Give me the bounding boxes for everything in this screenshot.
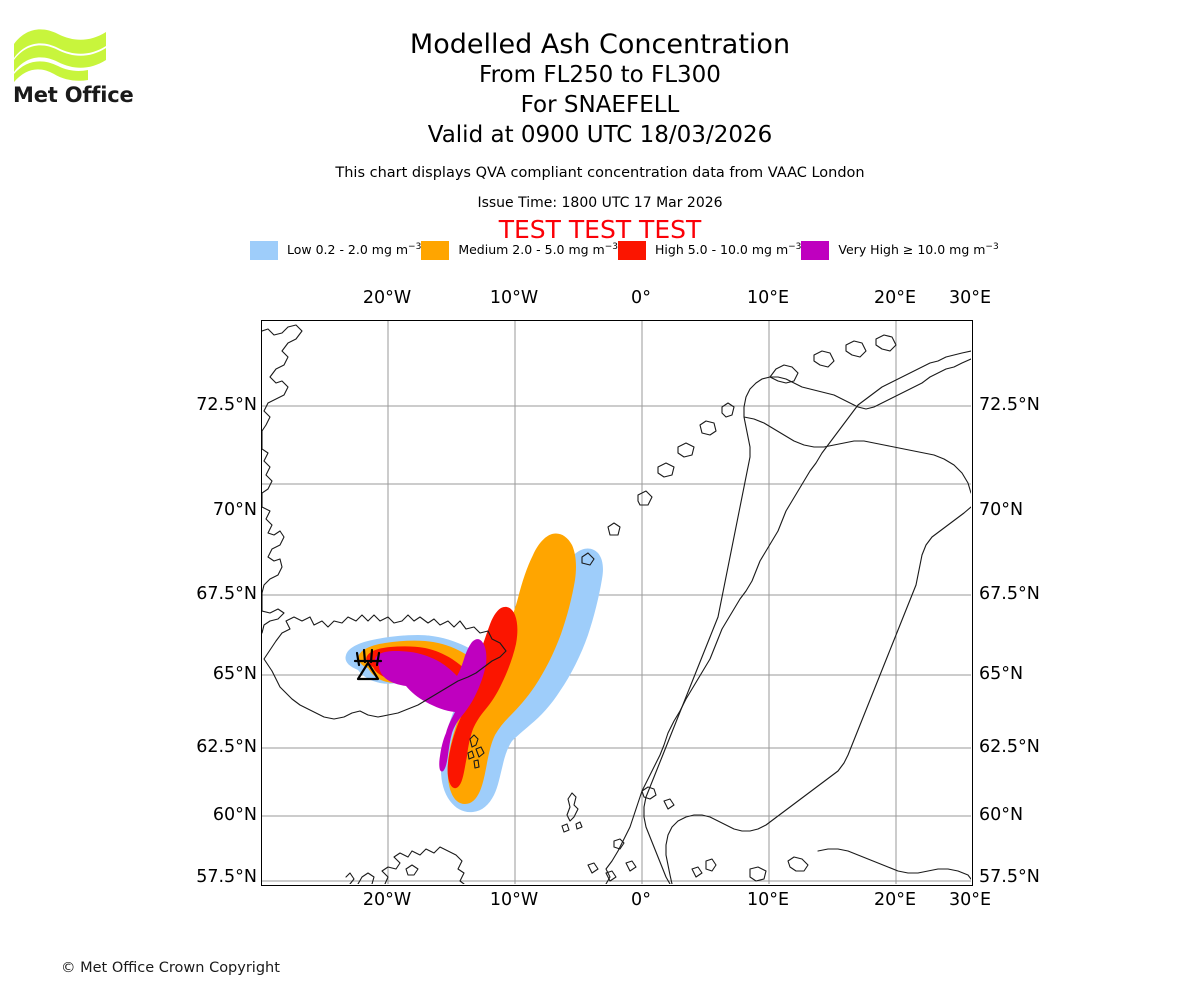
coastline-scandinavia — [581, 334, 971, 884]
legend-label-medium-exp: −3 — [604, 242, 619, 253]
legend-item-low: Low 0.2 - 2.0 mg m−3 — [250, 239, 421, 261]
lon-tick-bottom-4: 20°E — [873, 890, 917, 910]
legend-swatch-high — [618, 240, 647, 260]
legend-label-very-high-text: Very High ≥ 10.0 mg m — [838, 242, 986, 258]
met-office-logo: Met Office — [12, 22, 212, 107]
lon-tick-top-5: 30°E — [948, 288, 992, 308]
lat-tick-right-2: 67.5°N — [979, 584, 1040, 604]
lat-tick-right-4: 62.5°N — [979, 737, 1040, 757]
legend-label-medium-text: Medium 2.0 - 5.0 mg m — [458, 242, 605, 258]
lat-tick-right-5: 60°N — [979, 805, 1024, 825]
legend-label-very-high-exp: −3 — [985, 242, 999, 253]
lat-tick-right-3: 65°N — [979, 664, 1024, 684]
lat-tick-left-5: 60°N — [212, 805, 257, 825]
qva-note: This chart displays QVA compliant concen… — [335, 165, 865, 181]
issue-time: Issue Time: 1800 UTC 17 Mar 2026 — [477, 195, 723, 211]
lon-tick-top-1: 10°W — [489, 288, 539, 308]
lat-tick-left-1: 70°N — [212, 500, 257, 520]
ash-plume-contours — [345, 533, 603, 813]
lat-tick-left-2: 67.5°N — [196, 584, 257, 604]
legend-swatch-low — [250, 240, 278, 260]
legend-label-low: Low 0.2 - 2.0 mg m−3 — [287, 242, 421, 257]
lat-tick-right-6: 57.5°N — [979, 867, 1040, 887]
lat-tick-right-0: 72.5°N — [979, 395, 1040, 415]
lon-tick-bottom-3: 10°E — [746, 890, 790, 910]
lon-tick-top-0: 20°W — [362, 288, 412, 308]
coastline-shetland — [561, 792, 583, 833]
legend-swatch-very-high — [801, 240, 830, 260]
ash-concentration-map[interactable]: 20°W 10°W 0° 10°E 20°E 30°E 20°W 10°W 0°… — [196, 288, 1040, 910]
lon-tick-bottom-1: 10°W — [489, 890, 539, 910]
legend-label-high: High 5.0 - 10.0 mg m−3 — [655, 242, 801, 257]
lat-tick-left-3: 65°N — [212, 664, 257, 684]
lon-tick-bottom-2: 0° — [631, 890, 651, 910]
lon-tick-bottom-0: 20°W — [362, 890, 412, 910]
map-frame — [261, 320, 973, 886]
met-office-waves-icon — [14, 29, 106, 82]
valid-time-subtitle: Valid at 0900 UTC 18/03/2026 — [427, 122, 773, 148]
lat-tick-right-1: 70°N — [979, 500, 1024, 520]
lat-tick-left-0: 72.5°N — [196, 395, 257, 415]
legend-label-high-exp: −3 — [788, 242, 802, 253]
coastline-britain — [345, 846, 465, 884]
lat-tick-left-6: 57.5°N — [196, 867, 257, 887]
volcano-icon — [353, 648, 383, 681]
legend-item-high: High 5.0 - 10.0 mg m−3 — [618, 239, 801, 261]
ash-contour-very-high — [375, 639, 487, 772]
lon-tick-top-3: 10°E — [746, 288, 790, 308]
legend-item-very-high: Very High ≥ 10.0 mg m−3 — [801, 239, 999, 261]
legend-label-high-text: High 5.0 - 10.0 mg m — [655, 242, 789, 258]
lon-tick-top-2: 0° — [631, 288, 651, 308]
legend-label-very-high: Very High ≥ 10.0 mg m−3 — [838, 242, 998, 257]
lon-tick-bottom-5: 30°E — [948, 890, 992, 910]
coastline-iceland — [263, 614, 507, 720]
legend-swatch-medium — [421, 240, 450, 260]
lon-tick-top-4: 20°E — [873, 288, 917, 308]
lat-tick-left-4: 62.5°N — [196, 737, 257, 757]
legend-label-low-text: Low 0.2 - 2.0 mg m — [287, 242, 409, 258]
copyright-notice: © Met Office Crown Copyright — [61, 960, 280, 976]
concentration-legend: Low 0.2 - 2.0 mg m−3 Medium 2.0 - 5.0 mg… — [250, 239, 999, 261]
legend-label-low-exp: −3 — [408, 242, 422, 253]
met-office-wordmark: Met Office — [13, 83, 134, 107]
map-gridlines — [262, 321, 971, 884]
coastline-greenland — [262, 324, 303, 634]
map-canvas — [262, 321, 971, 884]
legend-item-medium: Medium 2.0 - 5.0 mg m−3 — [421, 239, 618, 261]
coastline-faroe-islands — [467, 734, 485, 769]
legend-label-medium: Medium 2.0 - 5.0 mg m−3 — [458, 242, 618, 257]
